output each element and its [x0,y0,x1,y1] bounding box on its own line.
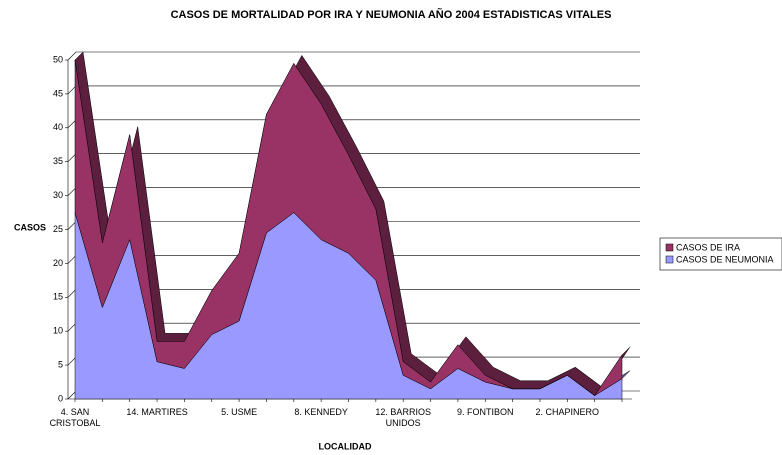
y-tick-label: 0 [58,393,63,403]
legend-swatch [665,243,674,252]
x-tick-label: 5. USME [221,407,258,417]
legend-label: CASOS DE IRA [676,242,740,252]
y-tick-label: 25 [53,224,63,234]
x-axis-label: LOCALIDAD [319,441,372,451]
legend-box [659,237,782,271]
x-tick-label: 4. SAN CRISTOBAL [49,407,101,428]
grid-line [67,51,640,61]
y-tick-label: 40 [53,122,63,132]
legend-swatch [665,255,674,264]
y-tick-label: 20 [53,258,63,268]
x-tick-label: 14. MARTIRES [126,407,188,417]
y-tick-label: 45 [53,88,63,98]
chart-title: CASOS DE MORTALIDAD POR IRA Y NEUMONIA A… [171,8,612,21]
y-tick-label: 35 [53,156,63,166]
y-tick-label: 10 [53,326,63,336]
area [74,59,623,396]
x-tick-label: 2. CHAPINERO [535,407,600,417]
x-tick-label: 12. BARRIOS UNIDOS [375,407,431,428]
y-tick-label: 50 [53,54,63,64]
y-tick-label: 15 [53,292,63,302]
x-tick-label: 9. FONTIBON [456,407,514,417]
y-axis-label: CASOS [14,222,46,232]
x-tick-label: 8. KENNEDY [294,407,348,417]
y-tick-label: 5 [58,359,63,369]
y-tick-label: 30 [53,190,63,200]
legend-label: CASOS DE NEUMONIA [676,254,774,264]
